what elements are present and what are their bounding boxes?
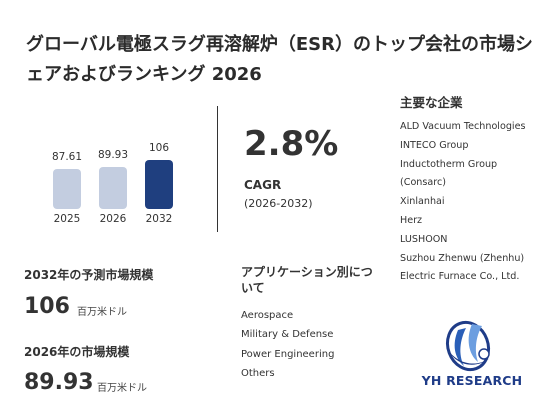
forecast-size-unit: 百万米ドル	[77, 307, 127, 318]
current-size-unit: 百万米ドル	[97, 383, 147, 394]
application-item: Power Engineering	[241, 348, 335, 360]
player-item: Herz	[400, 214, 423, 226]
market-size-bar-chart: 87.61 89.93 106 2025 2026 2032	[40, 140, 200, 240]
yh-research-logo-icon	[445, 320, 491, 372]
bar-year-label-2026: 2026	[99, 213, 127, 225]
bar-value-label-2026: 89.93	[97, 149, 129, 161]
application-item: Aerospace	[241, 310, 294, 321]
applications-title: アプリケーション別について	[241, 265, 373, 295]
bar-value-label-2025: 87.61	[51, 151, 83, 163]
key-players-title: 主要な企業	[400, 95, 463, 110]
bar-value-label-2032: 106	[148, 142, 170, 154]
bar-2025	[53, 169, 81, 209]
player-item: ALD Vacuum Technologies	[400, 121, 526, 132]
page-title: グローバル電極スラグ再溶解炉（ESR）のトップ会社の市場シェアおよびランキング …	[26, 34, 533, 85]
application-item: Others	[241, 367, 275, 379]
cagr-label: CAGR	[244, 178, 282, 192]
key-players-list: ALD Vacuum Technologies INTECO Group Ind…	[400, 118, 526, 287]
yh-research-logo-text: YH RESEARCH	[421, 373, 523, 388]
forecast-size-value: 106	[24, 294, 70, 319]
player-item: Inductotherm Group	[400, 158, 498, 170]
applications-list: Aerospace Military & Defense Power Engin…	[241, 306, 334, 383]
bar-year-label-2025: 2025	[53, 213, 81, 225]
bar-year-label-2032: 2032	[145, 213, 173, 225]
cagr-value: 2.8%	[244, 124, 339, 164]
vertical-divider	[217, 106, 218, 232]
player-item: (Consarc)	[400, 177, 447, 189]
player-item: Electric Furnace Co., Ltd.	[400, 271, 520, 283]
current-size-value: 89.93	[24, 370, 94, 395]
bar-2026	[99, 167, 127, 209]
player-item: Suzhou Zhenwu (Zhenhu)	[400, 252, 525, 264]
player-item: LUSHOON	[400, 233, 448, 245]
bar-2032	[145, 160, 173, 209]
forecast-size-title: 2032年の予測市場規模	[24, 268, 154, 282]
player-item: Xinlanhai	[400, 196, 445, 208]
current-size-title: 2026年の市場規模	[24, 345, 130, 359]
player-item: INTECO Group	[400, 139, 469, 151]
cagr-period: (2026-2032)	[244, 197, 313, 210]
application-item: Military & Defense	[241, 329, 334, 341]
